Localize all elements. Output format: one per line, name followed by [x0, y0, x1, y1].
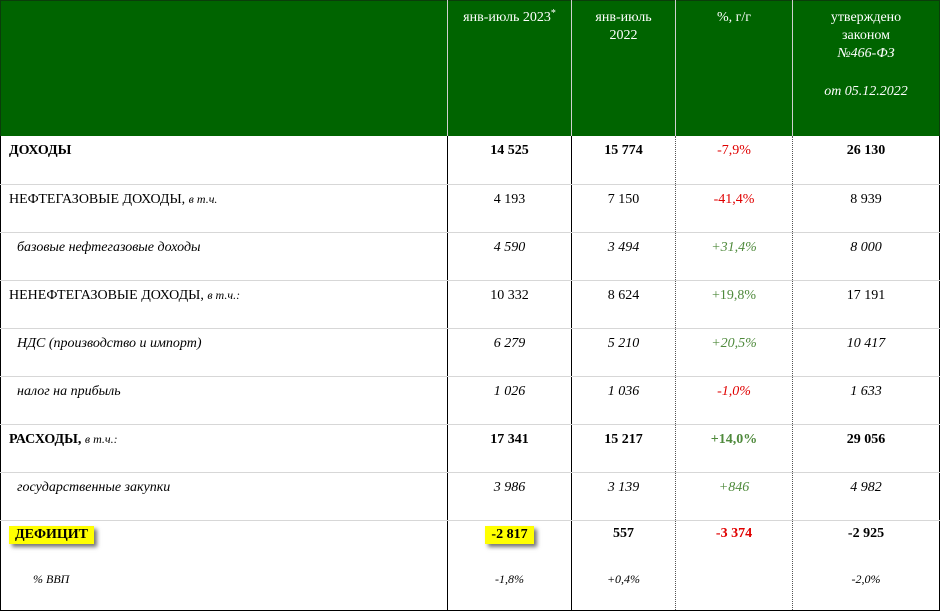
table-row-profit-tax: налог на прибыль 1 026 1 036 -1,0% 1 633: [0, 376, 940, 425]
cell-pct: -1,0%: [675, 376, 793, 425]
deficit-law-cell: -2 925 -2,0%: [792, 520, 940, 611]
table-row-oil-gas: НЕФТЕГАЗОВЫЕ ДОХОДЫ, в т.ч. 4 193 7 150 …: [0, 184, 940, 233]
cell-2023: 6 279: [447, 328, 572, 377]
gdp-law: -2,0%: [851, 571, 881, 586]
gdp-2022: +0,4%: [606, 571, 641, 586]
table-row-vat: НДС (производство и импорт) 6 279 5 210 …: [0, 328, 940, 377]
deficit-pct: -3 374: [715, 525, 753, 541]
cell-2022: 7 150: [571, 184, 676, 233]
cell-2022: 5 210: [571, 328, 676, 377]
cell-law: 26 130: [792, 136, 940, 185]
table-row-non-oil-gas: НЕНЕФТЕГАЗОВЫЕ ДОХОДЫ, в т.ч.: 10 332 8 …: [0, 280, 940, 329]
table-row-deficit: ДЕФИЦИТ % ВВП -2 817 -1,8% 557 +0,4% -3 …: [0, 520, 940, 611]
cell-2022: 3 139: [571, 472, 676, 521]
cell-law: 10 417: [792, 328, 940, 377]
row-label: базовые нефтегазовые доходы: [0, 232, 448, 281]
cell-2022: 15 217: [571, 424, 676, 473]
cell-2022: 3 494: [571, 232, 676, 281]
cell-2023: 10 332: [447, 280, 572, 329]
cell-2022: 1 036: [571, 376, 676, 425]
row-label: РАСХОДЫ, в т.ч.:: [0, 424, 448, 473]
row-label-text: НЕФТЕГАЗОВЫЕ ДОХОДЫ,: [9, 191, 186, 207]
header-2023-text: янв-июль 2023: [463, 10, 551, 25]
row-label: НДС (производство и импорт): [0, 328, 448, 377]
cell-2023: 4 193: [447, 184, 572, 233]
header-row: янв-июль 2023* янв-июль 2022 %, г/г утвер…: [0, 0, 940, 136]
deficit-label-cell: ДЕФИЦИТ % ВВП: [0, 520, 448, 611]
cell-pct: +14,0%: [675, 424, 793, 473]
cell-law: 4 982: [792, 472, 940, 521]
row-qualifier: в т.ч.: [188, 191, 218, 206]
cell-pct: -41,4%: [675, 184, 793, 233]
cell-2022: 8 624: [571, 280, 676, 329]
cell-pct: +19,8%: [675, 280, 793, 329]
header-2023-footnote-mark: *: [550, 8, 556, 19]
cell-law: 1 633: [792, 376, 940, 425]
cell-pct: -7,9%: [675, 136, 793, 185]
deficit-2023: -2 817: [485, 525, 534, 544]
table-row-procurement: государственные закупки 3 986 3 139 +846…: [0, 472, 940, 521]
cell-2023: 17 341: [447, 424, 572, 473]
deficit-2022-cell: 557 +0,4%: [571, 520, 676, 611]
header-2022: янв-июль 2022: [571, 0, 676, 136]
cell-law: 8 000: [792, 232, 940, 281]
cell-law: 17 191: [792, 280, 940, 329]
gdp-label: % ВВП: [33, 571, 70, 586]
header-label-cell: [0, 0, 448, 136]
cell-2023: 4 590: [447, 232, 572, 281]
row-qualifier: в т.ч.:: [84, 431, 118, 446]
table-row-revenue: ДОХОДЫ 14 525 15 774 -7,9% 26 130: [0, 136, 940, 185]
deficit-label: ДЕФИЦИТ: [9, 525, 95, 544]
header-law-line1: утверждено: [830, 10, 902, 25]
row-label: НЕНЕФТЕГАЗОВЫЕ ДОХОДЫ, в т.ч.:: [0, 280, 448, 329]
cell-2023: 14 525: [447, 136, 572, 185]
header-law-line3: №466-ФЗ: [837, 46, 895, 61]
deficit-2023-cell: -2 817 -1,8%: [447, 520, 572, 611]
header-pct: %, г/г: [675, 0, 793, 136]
gdp-pct: [676, 565, 792, 610]
header-law-line2: законом: [842, 28, 890, 43]
row-qualifier: в т.ч.:: [207, 287, 241, 302]
header-2022-line1: янв-июль: [595, 10, 652, 25]
row-label-text: РАСХОДЫ,: [9, 431, 82, 447]
cell-law: 29 056: [792, 424, 940, 473]
row-label: государственные закупки: [0, 472, 448, 521]
cell-pct: +20,5%: [675, 328, 793, 377]
header-pct-text: %, г/г: [716, 10, 752, 25]
table-row-expenses: РАСХОДЫ, в т.ч.: 17 341 15 217 +14,0% 29…: [0, 424, 940, 473]
header-2023: янв-июль 2023*: [447, 0, 572, 136]
cell-pct: +846: [675, 472, 793, 521]
cell-2023: 1 026: [447, 376, 572, 425]
cell-law: 8 939: [792, 184, 940, 233]
row-label: НЕФТЕГАЗОВЫЕ ДОХОДЫ, в т.ч.: [0, 184, 448, 233]
deficit-2022: 557: [613, 525, 634, 541]
header-law: утверждено законом №466-ФЗ от 05.12.2022: [792, 0, 940, 136]
cell-2022: 15 774: [571, 136, 676, 185]
header-law-date: от 05.12.2022: [824, 84, 908, 99]
row-label-text: НЕНЕФТЕГАЗОВЫЕ ДОХОДЫ,: [9, 287, 204, 303]
row-label: налог на прибыль: [0, 376, 448, 425]
cell-pct: +31,4%: [675, 232, 793, 281]
row-label: ДОХОДЫ: [0, 136, 448, 185]
deficit-law: -2 925: [847, 525, 885, 541]
gdp-2023: -1,8%: [495, 571, 524, 586]
deficit-pct-cell: -3 374: [675, 520, 793, 611]
header-2022-line2: 2022: [609, 28, 638, 43]
table-row-base-oil-gas: базовые нефтегазовые доходы 4 590 3 494 …: [0, 232, 940, 281]
cell-2023: 3 986: [447, 472, 572, 521]
